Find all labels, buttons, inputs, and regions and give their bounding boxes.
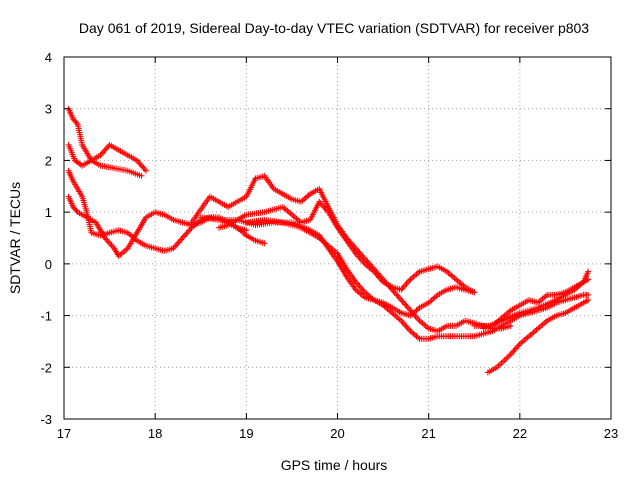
y-tick-label: -3 bbox=[40, 412, 52, 427]
data-point bbox=[357, 284, 364, 291]
series-track-j bbox=[480, 268, 592, 332]
data-point bbox=[585, 268, 592, 275]
series-track-i bbox=[471, 276, 592, 329]
data-point bbox=[406, 277, 413, 284]
x-tick-label: 21 bbox=[421, 426, 435, 441]
x-axis-title: GPS time / hours bbox=[281, 457, 388, 473]
data-point bbox=[415, 316, 422, 323]
x-tick-label: 20 bbox=[330, 426, 344, 441]
series-track-e bbox=[188, 172, 514, 335]
data-point bbox=[398, 297, 405, 304]
data-point bbox=[500, 358, 507, 365]
data-point bbox=[143, 167, 149, 174]
series-track-h bbox=[243, 216, 592, 342]
data-point bbox=[391, 289, 398, 296]
x-tick-label: 23 bbox=[604, 426, 618, 441]
data-point bbox=[403, 323, 410, 330]
data-point bbox=[399, 285, 406, 292]
chart-title: Day 061 of 2019, Sidereal Day-to-day VTE… bbox=[79, 20, 589, 36]
data-point bbox=[507, 322, 514, 329]
data-point bbox=[512, 345, 519, 352]
x-tick-label: 18 bbox=[148, 426, 162, 441]
data-point bbox=[585, 291, 592, 298]
y-tick-label: 3 bbox=[45, 102, 52, 117]
data-points bbox=[65, 105, 592, 376]
x-tick-label: 19 bbox=[239, 426, 253, 441]
y-tick-label: -1 bbox=[40, 309, 52, 324]
x-tick-label: 17 bbox=[57, 426, 71, 441]
y-tick-label: -2 bbox=[40, 360, 52, 375]
series-track-b bbox=[65, 105, 145, 179]
y-tick-label: 0 bbox=[45, 257, 52, 272]
series-track-g bbox=[197, 214, 478, 319]
data-point bbox=[324, 207, 331, 214]
data-point bbox=[497, 361, 504, 368]
data-point bbox=[73, 119, 80, 126]
data-point bbox=[403, 303, 410, 309]
data-point bbox=[138, 172, 145, 179]
series-track-a bbox=[65, 141, 149, 174]
data-point bbox=[352, 279, 359, 285]
data-point bbox=[504, 354, 511, 361]
data-point bbox=[585, 297, 592, 304]
y-tick-label: 4 bbox=[45, 50, 52, 65]
data-point bbox=[182, 232, 189, 238]
series-track-k bbox=[484, 297, 592, 376]
data-point bbox=[104, 238, 111, 244]
data-point bbox=[170, 245, 177, 252]
data-point bbox=[373, 271, 380, 278]
y-axis-title: SDTVAR / TECUs bbox=[7, 182, 23, 294]
data-point bbox=[506, 352, 513, 359]
y-tick-label: 1 bbox=[45, 205, 52, 220]
grid bbox=[64, 57, 611, 419]
data-point bbox=[498, 360, 505, 366]
data-point bbox=[102, 146, 109, 153]
data-point bbox=[261, 240, 268, 247]
data-point bbox=[175, 239, 182, 246]
data-point bbox=[471, 289, 478, 296]
y-tick-label: 2 bbox=[45, 153, 52, 168]
data-point bbox=[355, 253, 362, 260]
data-point bbox=[137, 161, 144, 168]
x-tick-label: 22 bbox=[513, 426, 527, 441]
data-point bbox=[187, 226, 194, 233]
data-point bbox=[318, 201, 325, 208]
series-track-f bbox=[216, 198, 478, 296]
data-point bbox=[243, 227, 250, 234]
